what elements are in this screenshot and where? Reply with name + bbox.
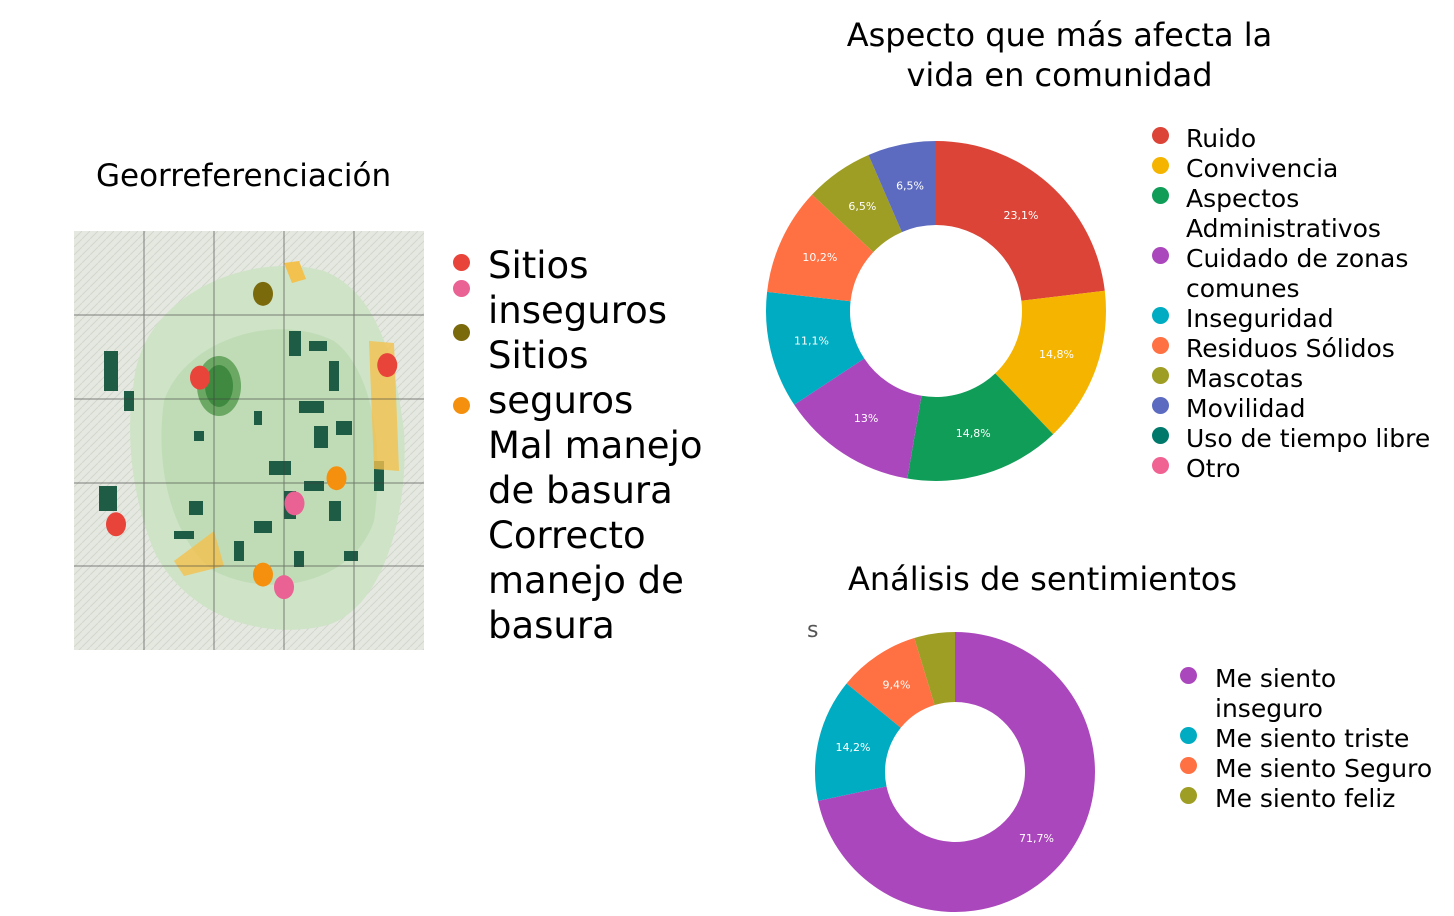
chart-title: Aspecto que más afecta la vida en comuni…	[846, 16, 1273, 94]
legend-label: Residuos Sólidos	[1186, 334, 1395, 363]
slice-data-label: 14,8%	[956, 427, 991, 440]
legend-swatch	[1152, 187, 1169, 204]
map-marker	[253, 562, 273, 587]
legend-swatch	[1152, 307, 1169, 324]
legend-swatch	[1152, 427, 1169, 444]
donut-slice	[914, 632, 955, 706]
map-legend-label-bad-waste: Mal manejo de basura	[488, 424, 703, 512]
donut-chart-sentiment-svg: 71,7% 14,2% 9,4%	[815, 632, 1095, 912]
legend-label: Otro	[1186, 454, 1241, 483]
legend-label: Me siento inseguro	[1215, 664, 1337, 723]
map-title: Georreferenciación	[96, 158, 392, 194]
donut-slice	[766, 291, 865, 405]
map-legend: Sitios inseguros Sitios seguros Mal mane…	[488, 243, 738, 648]
legend-label: Inseguridad	[1186, 304, 1334, 333]
legend-label: Movilidad	[1186, 394, 1306, 423]
map-marker	[326, 466, 347, 491]
legend-item: Inseguridad	[1152, 304, 1452, 334]
donut-slice	[812, 154, 902, 253]
legend-item: Me siento inseguro	[1180, 664, 1454, 724]
legend-item: Me siento Seguro	[1180, 754, 1454, 784]
donut-slice	[936, 141, 1105, 301]
legend-label: Me siento Seguro	[1215, 754, 1433, 783]
map-legend-label-safe: Sitios seguros	[488, 334, 634, 422]
chart-legend-sentiment: Me siento inseguro Me siento triste Me sie…	[1180, 664, 1454, 814]
slice-data-label: 6,5%	[896, 179, 924, 192]
legend-swatch	[1180, 787, 1197, 804]
legend-swatch	[1180, 757, 1197, 774]
map-marker	[274, 575, 294, 600]
map-legend-markers	[445, 240, 485, 440]
map-legend-dot-bad-waste	[453, 324, 470, 341]
map-legend-dot-safe	[453, 280, 470, 297]
slice-data-label: 14,8%	[1039, 348, 1074, 361]
legend-item: Mascotas	[1152, 364, 1452, 394]
slice-data-label: 6,5%	[848, 200, 876, 213]
legend-item: Convivencia	[1152, 154, 1452, 184]
donut-slice	[846, 638, 935, 728]
legend-swatch	[1180, 667, 1197, 684]
legend-item: Me siento triste	[1180, 724, 1454, 754]
slice-data-label: 9,4%	[883, 678, 911, 691]
donut-slice	[907, 373, 1054, 481]
slice-data-label: 23,1%	[1003, 209, 1038, 222]
donut-chart-aspects-svg: 23,1% 14,8% 14,8% 13% 11,1% 10,2% 6,5% 6,5%	[766, 141, 1106, 481]
campus-map	[74, 231, 424, 650]
donut-slice	[995, 290, 1106, 435]
donut-slice	[817, 632, 1095, 912]
slice-data-label: 10,2%	[802, 251, 837, 264]
legend-swatch	[1152, 337, 1169, 354]
legend-item: Otro	[1152, 454, 1452, 484]
slice-data-label: 13%	[854, 412, 878, 425]
donut-chart-sentiment: 71,7% 14,2% 9,4%	[805, 622, 1105, 912]
map-legend-dot-good-waste	[453, 397, 470, 414]
donut-slice	[868, 141, 936, 233]
map-marker	[377, 353, 398, 378]
legend-label: Me siento triste	[1215, 724, 1410, 753]
legend-item: Cuidado de zonas comunes	[1152, 244, 1452, 304]
map-legend-label-unsafe: Sitios inseguros	[488, 244, 668, 332]
legend-label: Ruido	[1186, 124, 1257, 153]
legend-label: Convivencia	[1186, 154, 1339, 183]
legend-item: Residuos Sólidos	[1152, 334, 1452, 364]
donut-slice	[767, 194, 874, 302]
chart-title-sentiment: Análisis de sentimientos	[848, 560, 1238, 598]
legend-label: Cuidado de zonas comunes	[1186, 244, 1409, 303]
slice-data-label: 11,1%	[794, 335, 829, 348]
stray-mark: s	[807, 618, 819, 643]
donut-slice	[794, 358, 922, 479]
legend-swatch	[1152, 127, 1169, 144]
donut-slice	[815, 683, 901, 801]
slice-data-label: 14,2%	[836, 741, 871, 754]
map-marker	[284, 491, 305, 516]
legend-label: Uso de tiempo libre	[1186, 424, 1431, 453]
legend-item: Movilidad	[1152, 394, 1452, 424]
map-marker	[253, 281, 273, 306]
campus-map-image	[74, 231, 424, 650]
legend-item: Me siento feliz	[1180, 784, 1454, 814]
legend-label: Me siento feliz	[1215, 784, 1396, 813]
legend-swatch	[1152, 157, 1169, 174]
legend-swatch	[1152, 397, 1169, 414]
legend-item: Uso de tiempo libre	[1152, 424, 1452, 454]
legend-label: Mascotas	[1186, 364, 1304, 393]
map-marker	[106, 512, 126, 537]
legend-label: Aspectos Administrativos	[1186, 184, 1381, 243]
map-markers	[106, 281, 398, 600]
map-legend-label-good-waste: Correcto manejo de basura	[488, 514, 684, 647]
map-marker	[190, 365, 210, 390]
legend-swatch	[1180, 727, 1197, 744]
map-legend-dot-unsafe	[453, 254, 470, 271]
chart-legend-aspects: Ruido Convivencia Aspectos Administrativos…	[1152, 124, 1452, 484]
legend-swatch	[1152, 457, 1169, 474]
legend-swatch	[1152, 367, 1169, 384]
legend-item: Ruido	[1152, 124, 1452, 154]
legend-swatch	[1152, 247, 1169, 264]
donut-chart-aspects: 23,1% 14,8% 14,8% 13% 11,1% 10,2% 6,5% 6,5%	[760, 125, 1112, 505]
legend-item: Aspectos Administrativos	[1152, 184, 1452, 244]
slice-data-label: 71,7%	[1019, 832, 1054, 845]
